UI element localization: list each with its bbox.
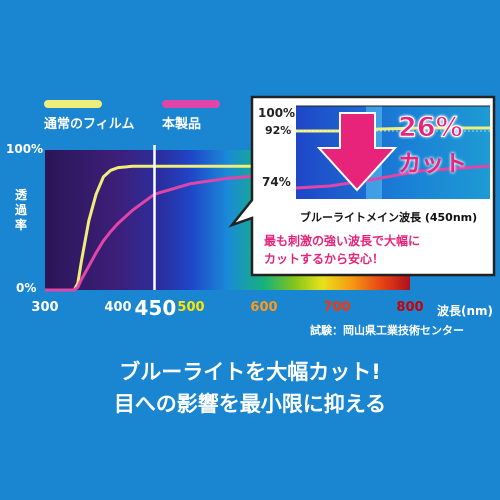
legend-swatch-product <box>162 100 220 108</box>
legend-swatch-normal <box>44 100 102 108</box>
y-axis-title: 透過率 <box>14 188 27 232</box>
inset-note-line2: カットするから安心！ <box>264 252 385 266</box>
headline-line2: 目への影響を最小限に抑える <box>113 392 387 416</box>
inset-note-line1: 最も刺激の強い波長で大幅に <box>264 234 421 248</box>
x-tick-700: 700 <box>323 300 351 315</box>
x-tick-600: 600 <box>250 300 278 315</box>
x-tick-500: 500 <box>177 300 205 315</box>
inset-label-74: 74% <box>262 175 291 189</box>
x-tick-400: 400 <box>104 300 132 315</box>
badge-cut-text: カット <box>398 151 467 177</box>
legend-label-normal: 通常のフィルム <box>44 117 135 132</box>
x-tick-800: 800 <box>396 300 424 315</box>
x-tick-450: 450 <box>134 296 177 320</box>
inset-wavelength-label: ブルーライトメイン波長 (450nm) <box>300 211 478 224</box>
y-tick-100: 100% <box>6 142 44 156</box>
x-axis-unit: 波長(nm) <box>437 304 494 318</box>
source-note: 試験：岡山県工業技術センター <box>310 324 464 337</box>
headline-line1: ブルーライトを大幅カット! <box>119 360 381 384</box>
legend-label-product: 本製品 <box>162 117 202 132</box>
y-tick-0: 0% <box>16 281 37 295</box>
inset-label-92: 92% <box>265 124 292 137</box>
inset-label-100: 100% <box>258 106 296 120</box>
down-arrow <box>316 112 398 192</box>
badge-percent: 26% <box>398 112 464 144</box>
inset-line-product <box>295 164 491 190</box>
x-tick-300: 300 <box>31 300 59 315</box>
